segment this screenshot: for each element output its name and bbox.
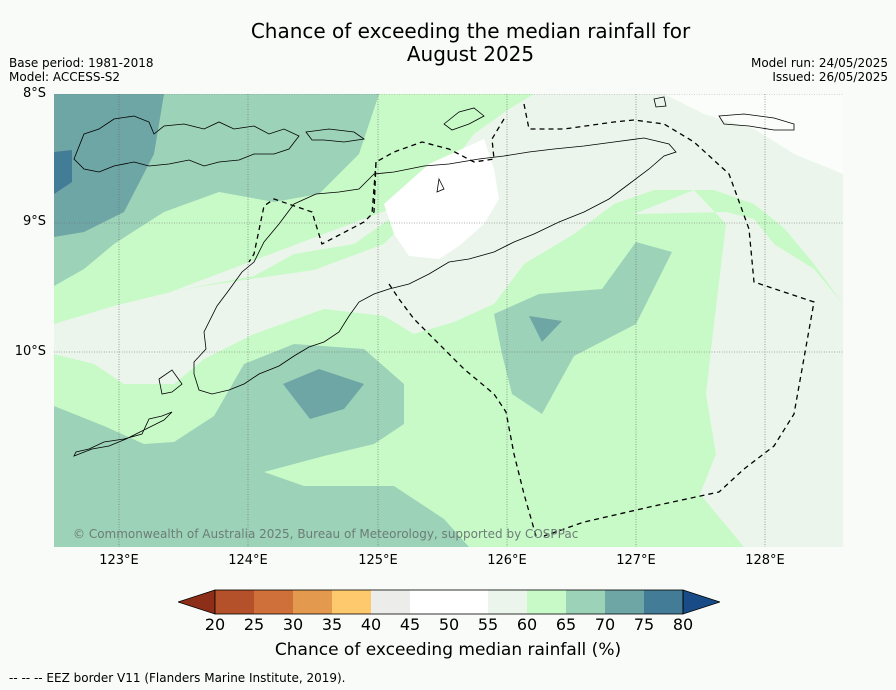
colorbar-segment: [371, 590, 410, 614]
colorbar-label: Chance of exceeding median rainfall (%): [274, 640, 622, 660]
colorbar-segment: [410, 590, 449, 614]
colorbar-segment: [605, 590, 644, 614]
colorbar-tick-label: 65: [555, 615, 577, 634]
colorbar-arrow-low: [178, 589, 216, 615]
colorbar-tick-label: 55: [477, 615, 499, 634]
colorbar-segment: [332, 590, 371, 614]
base-period-text: Base period: 1981-2018: [9, 56, 154, 70]
coastline-timor: [193, 137, 677, 395]
lat-label-9s: 9°S: [22, 214, 46, 229]
colorbar-segment: [527, 590, 566, 614]
colorbar-tick-label: 45: [399, 615, 421, 634]
shade-65-70-east: [494, 242, 672, 414]
lon-label-127e: 127°E: [616, 553, 656, 568]
lat-label-10s: 10°S: [14, 344, 46, 359]
issued-text: Issued: 26/05/2025: [772, 70, 888, 84]
coastline-atauro: [436, 177, 445, 193]
colorbar-tick-label: 80: [672, 615, 694, 634]
colorbar-tick-label: 30: [282, 615, 304, 634]
lon-label-124e: 124°E: [228, 553, 268, 568]
probability-shading: [54, 94, 843, 547]
coastline-semau: [158, 369, 183, 395]
coastline-leti: [718, 113, 795, 131]
colorbar-outline: [214, 589, 684, 615]
eez-border: [248, 103, 815, 537]
copyright-notice: © Commonwealth of Australia 2025, Bureau…: [73, 527, 579, 541]
coastline-rote: [73, 411, 173, 457]
colorbar-arrow-high: [682, 589, 720, 615]
rainfall-map: [54, 94, 843, 547]
colorbar: [178, 589, 720, 615]
shade-75-80-northwest: [54, 150, 72, 194]
coastline-flores: [73, 115, 300, 173]
colorbar-tick-label: 70: [594, 615, 616, 634]
shade-55-60-north: [54, 94, 843, 336]
colorbar-segment: [215, 590, 254, 614]
graticule: [54, 94, 843, 547]
map-title-line-1: Chance of exceeding the median rainfall …: [250, 19, 691, 43]
colorbar-tick-label: 25: [243, 615, 265, 634]
map-title-line-2: August 2025: [406, 42, 535, 66]
model-run-text: Model run: 24/05/2025: [750, 56, 888, 70]
shade-70-75-northwest: [54, 94, 164, 237]
colorbar-segment: [254, 590, 293, 614]
colorbar-tick-label: 75: [633, 615, 655, 634]
shade-50-55-ne: [664, 94, 843, 174]
model-text: Model: ACCESS-S2: [9, 70, 121, 84]
coastline-wetar: [443, 107, 485, 131]
shade-55-60-east: [634, 190, 843, 547]
shade-70-75-southwest: [283, 369, 364, 419]
colorbar-segment: [449, 590, 488, 614]
lon-label-123e: 123°E: [99, 553, 139, 568]
colorbar-segment: [293, 590, 332, 614]
colorbar-segment: [566, 590, 605, 614]
lon-label-126e: 126°E: [487, 553, 527, 568]
colorbar-segment: [488, 590, 527, 614]
coastline-alor: [305, 128, 366, 143]
colorbar-tick-label: 60: [516, 615, 538, 634]
lon-label-128e: 128°E: [745, 553, 785, 568]
shade-65-70-southwest: [54, 344, 469, 547]
coastline-kisar: [653, 96, 667, 108]
eez-border-legend: -- -- -- EEZ border V11 (Flanders Marine…: [9, 671, 346, 685]
colorbar-tick-label: 50: [438, 615, 460, 634]
lat-label-8s: 8°S: [22, 86, 46, 101]
map-title: Chance of exceeding the median rainfall …: [0, 20, 896, 66]
colorbar-tick-label: 20: [204, 615, 226, 634]
model-run-info: Model run: 24/05/2025 Issued: 26/05/2025: [751, 56, 888, 84]
base-period-info: Base period: 1981-2018 Model: ACCESS-S2: [9, 56, 154, 84]
colorbar-tick-label: 40: [360, 615, 382, 634]
shade-50-55: [384, 139, 499, 259]
shade-70-75-east: [529, 316, 562, 342]
lon-label-125e: 125°E: [358, 553, 398, 568]
coastlines: [73, 96, 795, 457]
colorbar-segment: [644, 590, 683, 614]
colorbar-tick-label: 35: [321, 615, 343, 634]
